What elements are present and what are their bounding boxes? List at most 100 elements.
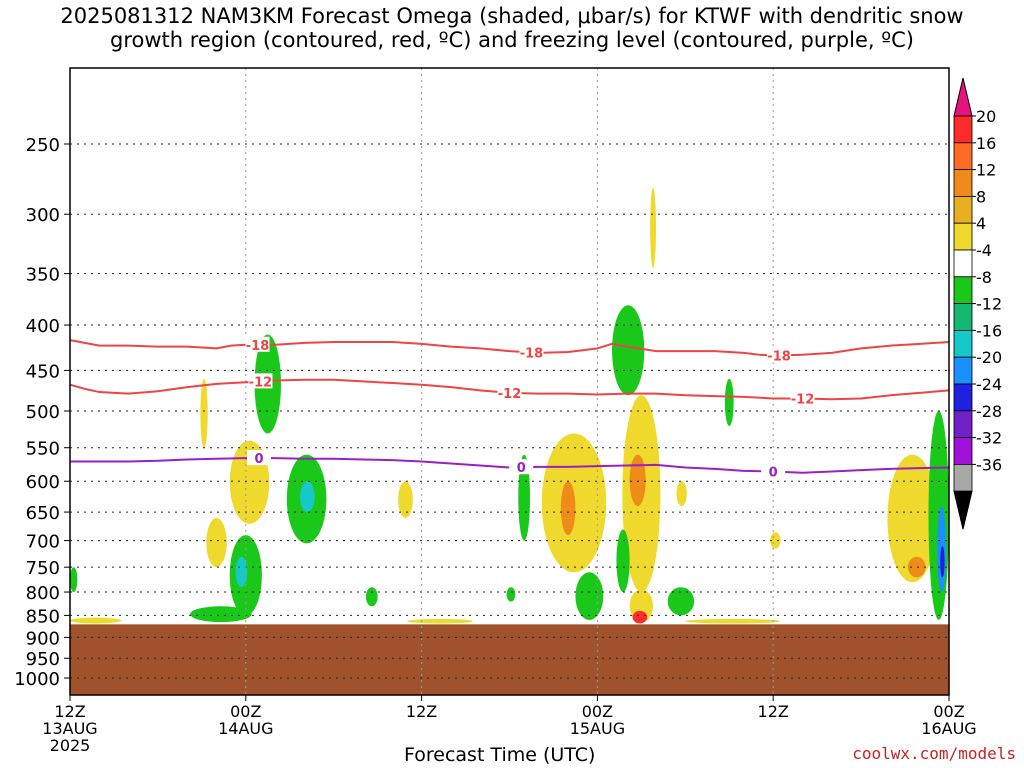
colorbar-label-20: 20	[976, 107, 996, 126]
omega-region-19	[667, 587, 695, 616]
x-tick-label: 14AUG	[218, 719, 273, 738]
contour-label-bg	[790, 390, 815, 406]
colorbar-swatch-4	[953, 222, 973, 251]
contour-label-bg	[497, 384, 522, 400]
colorbar-label-16: 16	[976, 134, 996, 153]
contour-line--18	[70, 339, 949, 357]
y-tick-label-750: 750	[26, 558, 60, 579]
contour-label--18: -18	[520, 346, 544, 361]
colorbar-swatch-1	[953, 142, 973, 171]
contour-label-0: 0	[769, 465, 778, 480]
omega-region-24	[907, 556, 926, 578]
omega-region-27	[940, 546, 945, 578]
omega-region-35	[200, 378, 208, 448]
x-tick-label: 2025	[50, 736, 91, 755]
colorbar-label-12: 12	[976, 161, 996, 180]
colorbar-swatch-0	[953, 115, 973, 144]
colorbar-swatch-8	[953, 329, 973, 358]
credit-link[interactable]: coolwx.com/models	[852, 744, 1016, 763]
x-tick-label: 16AUG	[921, 719, 976, 738]
x-tick-label: 12Z	[406, 702, 437, 721]
x-tick-label: 00Z	[933, 702, 964, 721]
omega-region-23	[887, 454, 938, 583]
y-tick-label-300: 300	[26, 205, 60, 226]
omega-region-11	[560, 481, 576, 536]
y-tick-label-650: 650	[26, 503, 60, 524]
y-tick-label-700: 700	[26, 532, 60, 553]
contour-layer: -18 -18 -18 -12 -12 -12 0 0 0	[70, 336, 949, 480]
omega-region-2	[300, 481, 315, 513]
colorbar-swatch-5	[953, 249, 973, 278]
y-tick-label-850: 850	[26, 606, 60, 627]
omega-region-22	[650, 187, 656, 269]
omega-region-16	[616, 529, 630, 593]
colorbar-label-8: 8	[976, 187, 986, 206]
y-tick-label-550: 550	[26, 439, 60, 460]
colorbar-swatch-12	[953, 437, 973, 465]
omega-region-20	[676, 481, 687, 507]
contour-label--18: -18	[767, 349, 791, 364]
x-tick-label: 13AUG	[42, 719, 97, 738]
omega-region-33	[506, 587, 516, 602]
omega-region-29	[406, 619, 473, 624]
omega-region-7	[190, 606, 252, 623]
y-tick-label-450: 450	[26, 361, 60, 382]
contour-label--12: -12	[791, 392, 815, 407]
colorbar-swatch-3	[953, 195, 973, 224]
contour-label--18: -18	[246, 339, 270, 354]
terrain-layer	[70, 624, 949, 695]
colorbar-label--12: -12	[976, 295, 1002, 314]
omega-region-31	[70, 567, 78, 593]
colorbar-label--24: -24	[976, 375, 1002, 394]
y-tick-label-500: 500	[26, 402, 60, 423]
contour-label--12: -12	[249, 375, 273, 390]
omega-region-21	[724, 378, 734, 427]
omega-region-25	[928, 411, 949, 620]
contour-label-bg	[767, 347, 792, 363]
x-tick-label: 00Z	[582, 702, 613, 721]
x-tick-label: 15AUG	[570, 719, 625, 738]
contour-label-0: 0	[254, 452, 263, 467]
omega-region-12	[575, 572, 604, 620]
colorbar: 20 16 12 8 4 -4 -8 -12 -16 -20 -24 -28 -32 -36	[953, 77, 1002, 530]
y-tick-label-1000: 1000	[14, 669, 60, 690]
y-tick-label-600: 600	[26, 472, 60, 493]
omega-region-4	[206, 517, 227, 568]
colorbar-swatch-9	[953, 356, 973, 385]
omega-region-8	[398, 481, 413, 518]
omega-region-32	[365, 587, 378, 607]
colorbar-label--8: -8	[976, 268, 992, 287]
x-axis-title: Forecast Time (UTC)	[404, 744, 596, 766]
colorbar-swatch-6	[953, 276, 973, 304]
colorbar-bottom-arrow	[953, 490, 973, 530]
colorbar-label--4: -4	[976, 241, 992, 260]
colorbar-swatch-7	[953, 303, 973, 331]
contour-label--12: -12	[498, 387, 522, 402]
colorbar-swatch-10	[953, 383, 973, 412]
contour-label-bg	[761, 463, 786, 479]
omega-region-28	[70, 617, 122, 624]
colorbar-label-4: 4	[976, 214, 986, 233]
axes-layer: 2503003504004505005506006507007508008509…	[14, 67, 977, 755]
y-tick-label-800: 800	[26, 583, 60, 604]
x-tick-label: 12Z	[54, 702, 85, 721]
x-tick-label: 00Z	[230, 702, 261, 721]
y-tick-label-350: 350	[26, 265, 60, 286]
colorbar-top-arrow	[953, 77, 973, 117]
title-line-2: growth region (contoured, red, ºC) and f…	[110, 28, 914, 52]
title-line-1: 2025081312 NAM3KM Forecast Omega (shaded…	[60, 4, 964, 28]
contour-label-bg	[248, 373, 273, 389]
colorbar-label--28: -28	[976, 402, 1002, 421]
chart-title: 2025081312 NAM3KM Forecast Omega (shaded…	[0, 4, 1024, 52]
y-tick-label-400: 400	[26, 316, 60, 337]
terrain-fill	[70, 624, 949, 695]
colorbar-label--32: -32	[976, 429, 1002, 448]
contour-label-bg	[509, 459, 534, 475]
colorbar-label--20: -20	[976, 348, 1002, 367]
y-tick-label-900: 900	[26, 628, 60, 649]
contour-label-bg	[245, 336, 270, 352]
omega-region-30	[685, 619, 781, 624]
contour-label-bg	[519, 344, 544, 360]
omega-region-6	[235, 556, 248, 588]
colorbar-swatch-11	[953, 410, 973, 438]
